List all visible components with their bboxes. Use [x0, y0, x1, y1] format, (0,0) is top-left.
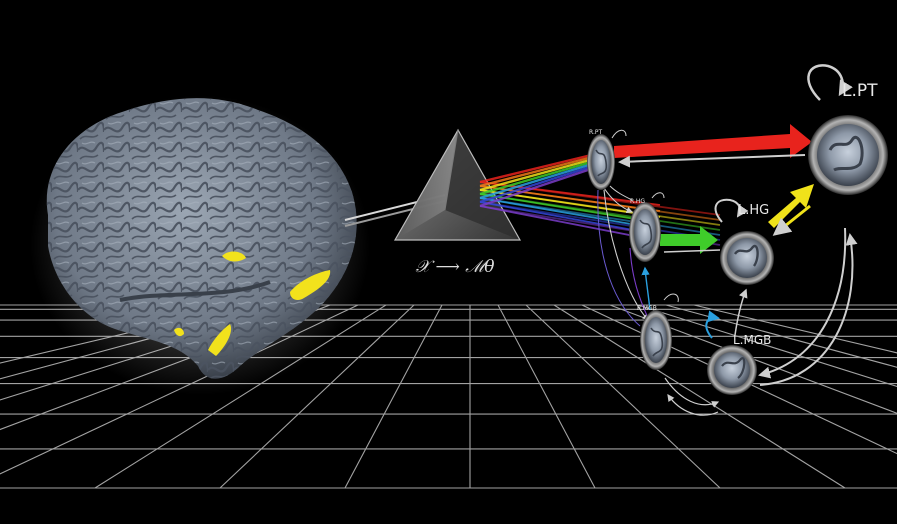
grey-arrow-rhg-rpt — [609, 185, 633, 201]
spectrum-ray — [479, 181, 721, 216]
grey-arrow-lpt-rpt — [618, 154, 806, 168]
yellow-arrow-lpt-lhg — [772, 204, 811, 236]
self-loop-lpt — [807, 64, 853, 101]
connections — [597, 64, 858, 416]
grid-line-vertical — [637, 304, 897, 388]
grid-line-vertical — [553, 304, 846, 489]
green-arrow-rhg-lhg — [660, 226, 718, 254]
node-r-mgb — [640, 310, 672, 370]
node-l-mgb — [707, 345, 757, 395]
grid-line-vertical — [525, 304, 721, 489]
grey-arrow-rpt-rhg — [603, 187, 634, 214]
grid-line-vertical — [497, 304, 596, 489]
spectrum-ray — [479, 197, 721, 236]
node-r-hg — [629, 202, 661, 262]
node-r-pt — [587, 134, 615, 190]
spectrum-ray — [479, 201, 721, 241]
grid-line-vertical — [219, 304, 415, 489]
self-loop-rhg — [651, 192, 665, 199]
label-r-pt: R.PT — [589, 129, 602, 136]
node-l-pt — [808, 115, 888, 195]
brain-surface — [30, 95, 370, 395]
grey-arrow-rpt-rmgb — [603, 189, 649, 321]
spectrum-ray — [479, 193, 721, 231]
purple-arrow-rpt-rmgb — [597, 189, 641, 327]
blue-arrow-rmgb-rhg — [641, 266, 651, 311]
node-l-hg — [720, 231, 774, 285]
self-loop-rpt — [611, 129, 627, 139]
red-arrow-rpt-lpt — [614, 124, 812, 158]
self-loop-lmgb — [705, 310, 720, 339]
self-loop-lhg — [714, 198, 749, 223]
grid-line-vertical — [344, 304, 443, 489]
grey-arrow-lhg-rhg — [663, 249, 721, 253]
label-l-pt: L.PT — [842, 81, 878, 101]
label-r-mgb: R.MGB — [637, 305, 657, 312]
grey-arrow-lmgb-lhg — [734, 288, 748, 336]
grey-arrow-lpt-lmgb — [758, 227, 847, 379]
purple-arrow-rhg-rmgb — [629, 247, 649, 319]
spectrum-ray — [479, 189, 721, 226]
formula-label: 𝒳 ⟶ ℳθ — [415, 257, 494, 277]
label-l-mgb: L.MGB — [733, 333, 771, 347]
activation-blobs — [174, 251, 331, 356]
grey-arrow-rmgb-lmgb — [664, 377, 720, 408]
yellow-arrow-lhg-lpt — [768, 184, 814, 228]
self-loop-rmgb — [663, 293, 679, 303]
label-l-hg: L.HG — [738, 203, 769, 218]
grid-line-vertical — [665, 304, 897, 368]
grey-arrow-lmgb-rmgb — [667, 394, 719, 416]
grid-line-vertical — [693, 304, 897, 354]
grey-arrow-lmgb-lpt — [759, 233, 858, 386]
grid-line-vertical — [609, 304, 897, 414]
grid-line-vertical — [94, 304, 387, 489]
label-r-hg: R.HG — [630, 198, 645, 205]
